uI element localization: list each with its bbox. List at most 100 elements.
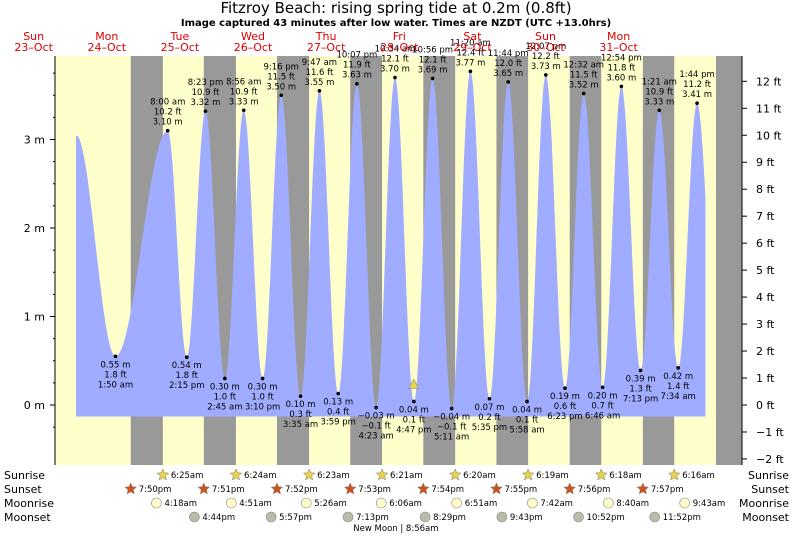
tide-time: 12:07 pm: [525, 42, 566, 52]
tide-time: 3:59 pm: [320, 417, 355, 427]
day-name: Thu: [315, 30, 337, 43]
high-tide-point: [317, 89, 322, 93]
tide-metres: 0.54 m: [172, 361, 202, 371]
sunrise-time: 6:21am: [390, 471, 423, 481]
tide-feet: 0.6 ft: [554, 402, 577, 412]
left-tick-label: 0 m: [24, 399, 45, 412]
high-tide-point: [657, 108, 662, 113]
sunset-time: 7:51pm: [212, 485, 245, 495]
tide-time: 10:07 pm: [336, 51, 377, 61]
axes: 0 m 1 m 2 m 3 m −2 ft −1 ft 0 ft 1 ft 2 ft 3 ft 4 …: [24, 56, 784, 466]
tide-metres: 3.60 m: [606, 73, 636, 83]
tide-feet: −0.1 ft: [437, 423, 467, 433]
tide-feet: 11.2 ft: [683, 80, 711, 90]
sunset-time: 7:50pm: [139, 485, 172, 495]
right-tick-label: 12 ft: [756, 75, 782, 88]
tide-metres: −0.03 m: [358, 412, 395, 422]
low-tide-point: [449, 406, 454, 411]
tide-time: 2:45 am: [207, 402, 242, 412]
low-tide-point: [638, 368, 643, 373]
moonrise-icon: [527, 497, 538, 509]
tide-time: 7:13 pm: [623, 394, 658, 404]
tide-time: 3:10 pm: [245, 402, 280, 412]
sunrise-time: 6:25am: [171, 471, 204, 481]
tide-metres: 0.13 m: [323, 397, 353, 407]
moonrise-icon: [300, 497, 312, 509]
low-tide-point: [260, 376, 265, 381]
sunset-icon: [270, 482, 284, 495]
tide-time: 10:56 pm: [412, 45, 453, 55]
right-tick-label: 6 ft: [756, 237, 775, 250]
day-date: 28–Oct: [380, 41, 419, 54]
right-tick-label: 5 ft: [756, 264, 775, 277]
sunset-time: 7:55pm: [504, 485, 537, 495]
high-tide-point: [430, 76, 435, 81]
tide-time: 1:50 am: [98, 380, 133, 390]
sunset-time: 7:53pm: [358, 485, 391, 495]
sunrise-icon: [667, 468, 681, 481]
day-name: Tue: [170, 30, 190, 43]
sunrise-icon: [156, 468, 170, 481]
sunset-icon: [124, 482, 138, 495]
tide-feet: 1.3 ft: [629, 384, 652, 394]
tide-metres: 3.33 m: [229, 97, 259, 107]
sunset-icon: [416, 482, 430, 495]
low-tide-point: [223, 376, 227, 381]
tide-time: 5:11 am: [434, 433, 469, 443]
tide-feet: 0.1 ft: [516, 415, 539, 425]
high-tide-point: [241, 108, 246, 113]
tide-feet: 1.0 ft: [214, 392, 237, 402]
day-labels: Sun23–OctMon24–OctTue25–OctWed26–OctThu2…: [14, 30, 638, 54]
high-tide-point: [468, 69, 473, 74]
tide-metres: 3.63 m: [342, 71, 372, 81]
moonrise-label-right: Moonrise: [739, 497, 789, 510]
tide-feet: 0.2 ft: [478, 413, 501, 423]
moonset-label-left: Moonset: [4, 511, 51, 524]
moonrise-time: 4:51am: [239, 499, 272, 509]
tide-metres: −0.04 m: [433, 413, 470, 423]
sunset-icon: [563, 482, 577, 495]
sunrise-time: 6:19am: [536, 471, 569, 481]
chart-subtitle: Image captured 43 minutes after low wate…: [181, 18, 611, 29]
tide-time: 7:34 am: [661, 392, 696, 402]
tide-feet: 12.0 ft: [494, 59, 522, 69]
low-tide-point: [563, 386, 567, 390]
tide-feet: 1.8 ft: [176, 371, 199, 381]
day-date: 23–Oct: [14, 41, 53, 54]
tide-time: 8:56 am: [226, 77, 261, 87]
water-fill: [76, 71, 706, 417]
tide-feet: 11.5 ft: [570, 70, 598, 80]
moonset-label-right: Moonset: [742, 511, 789, 524]
day-name: Wed: [241, 30, 265, 43]
tide-feet: 11.6 ft: [306, 68, 334, 78]
sunset-time: 7:57pm: [651, 485, 684, 495]
sunset-time: 7:52pm: [285, 485, 318, 495]
sunrise-time: 6:24am: [244, 471, 277, 481]
tide-feet: 12.1 ft: [419, 55, 447, 65]
low-tide-point: [336, 391, 340, 396]
tide-time: 5:58 am: [509, 425, 544, 435]
tide-metres: 3.41 m: [682, 90, 712, 100]
moonrise-icon: [375, 497, 387, 509]
high-tide-point: [695, 101, 699, 106]
tide-feet: −0.1 ft: [361, 422, 391, 432]
tide-metres: 3.50 m: [266, 82, 296, 92]
right-tick-label: −2 ft: [756, 453, 784, 466]
tide-feet: 1.4 ft: [667, 382, 690, 392]
tide-time: 11:44 pm: [488, 49, 529, 59]
moonrise-time: 5:26am: [314, 499, 347, 509]
tide-feet: 0.7 ft: [591, 401, 614, 411]
moonset-icon: [573, 511, 584, 523]
tide-time: 10:34 am: [375, 45, 416, 55]
sunrise-icon: [375, 468, 389, 481]
moonrise-time: 6:06am: [389, 499, 422, 509]
low-tide-point: [374, 405, 378, 410]
low-tide-point: [184, 355, 189, 360]
high-tide-point: [279, 93, 284, 98]
tide-time: 4:23 am: [358, 432, 393, 442]
tide-metres: 0.20 m: [588, 391, 618, 401]
day-name: Fri: [393, 30, 406, 43]
tide-time: 6:46 am: [585, 411, 620, 421]
tide-feet: 10.9 ft: [192, 88, 220, 98]
